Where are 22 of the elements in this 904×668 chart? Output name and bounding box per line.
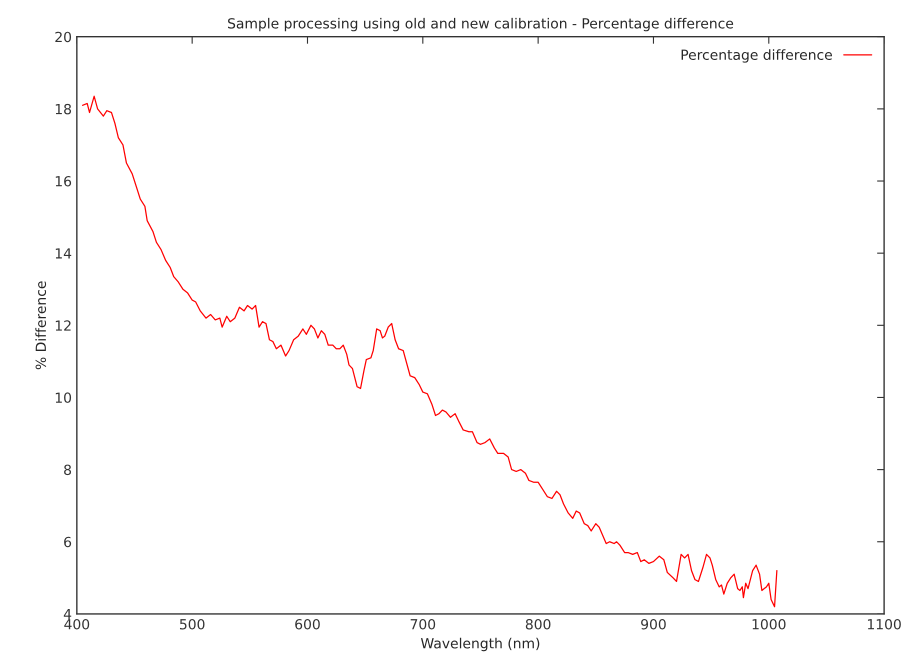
y-tick-label: 12	[56, 320, 71, 331]
y-tick-label: 8	[64, 464, 72, 476]
x-tick-label: 1000	[752, 619, 786, 630]
y-tick-label: 4	[64, 609, 72, 620]
chart-title: Sample processing using old and new calibration - Percentage difference	[228, 18, 734, 32]
x-tick-label: 900	[641, 619, 666, 630]
y-tick-label: 10	[56, 392, 72, 403]
x-tick-label: 500	[180, 619, 204, 630]
y-tick-label: 16	[56, 176, 72, 186]
x-tick-label: 1100	[868, 619, 901, 630]
y-tick-label: 20	[55, 32, 72, 42]
y-tick-label: 6	[64, 536, 72, 548]
x-tick-label: 600	[295, 619, 320, 630]
y-tick-label: 14	[56, 248, 72, 258]
x-tick-label: 400	[64, 619, 90, 630]
line-series	[82, 96, 778, 608]
y-axis-title: % Difference	[35, 281, 46, 370]
legend-label: Percentage difference	[682, 49, 832, 63]
x-axis-title: Wavelength (nm)	[420, 638, 540, 652]
y-tick-label: 18	[56, 104, 72, 114]
x-tick-label: 800	[526, 619, 550, 630]
x-tick-label: 700	[410, 619, 436, 630]
